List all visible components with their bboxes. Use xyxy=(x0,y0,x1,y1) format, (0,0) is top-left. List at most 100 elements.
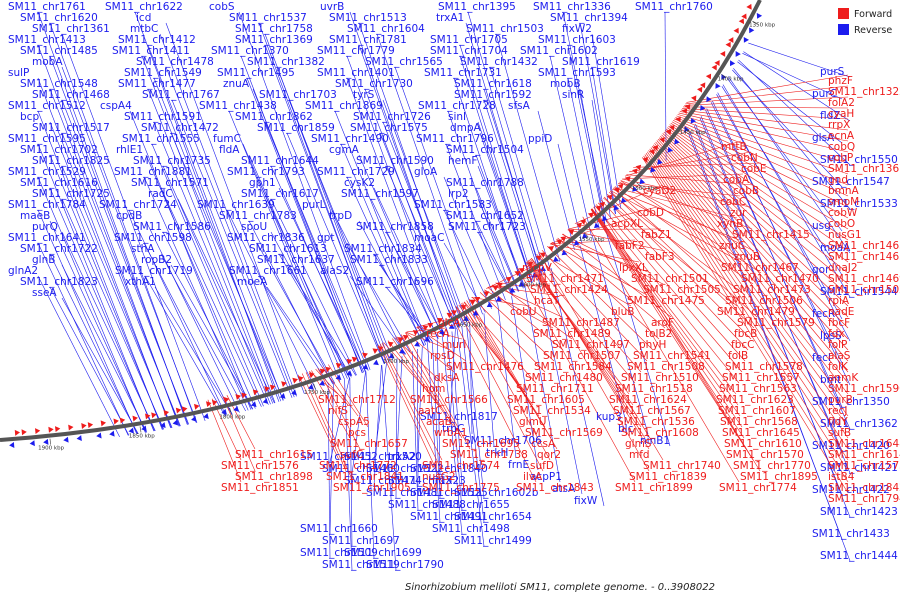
forward-connector xyxy=(526,261,634,406)
feature-arrow xyxy=(160,422,166,428)
feature-arrow xyxy=(269,384,276,391)
tick-mark xyxy=(526,277,531,283)
reverse-connector xyxy=(721,86,843,276)
reverse-gene-label: SM11_chr1401 xyxy=(317,67,395,79)
forward-gene-label: hcaT xyxy=(534,295,560,307)
reverse-gene-label: SM11_chr1382 xyxy=(247,56,325,68)
feature-arrow xyxy=(568,229,575,236)
forward-gene-label: SM11_chr1770 xyxy=(733,460,811,472)
reverse-gene-label: SM11_chr1726 xyxy=(353,111,431,123)
reverse-gene-label: SM11_chr1504 xyxy=(446,144,524,156)
forward-gene-label: dksA xyxy=(434,372,460,384)
reverse-connector xyxy=(286,132,385,365)
feature-arrow xyxy=(297,376,304,382)
reverse-connector xyxy=(288,99,394,361)
reverse-gene-label: glsA xyxy=(812,132,835,144)
forward-gene-label: SM11_chr1895 xyxy=(740,471,818,483)
reverse-connector xyxy=(177,198,275,404)
forward-connector xyxy=(667,127,849,263)
reverse-gene-label: SM11_chr1591 xyxy=(124,111,202,123)
forward-gene-label: acpXL xyxy=(611,218,643,230)
forward-connector xyxy=(531,258,650,450)
forward-gene-label: SM11_chr1578 xyxy=(725,361,803,373)
forward-gene-label: SM11_chr1569 xyxy=(525,427,603,439)
reverse-connector xyxy=(489,66,551,270)
reverse-connector xyxy=(37,242,129,436)
forward-gene-label: SM11_chr1596 xyxy=(828,383,900,395)
reverse-gene-label: SM11_chr1361 xyxy=(32,23,110,35)
reverse-gene-label: SM11_chr1881 xyxy=(114,166,192,178)
feature-arrow xyxy=(725,41,731,48)
reverse-connector xyxy=(162,165,269,405)
forward-connector xyxy=(686,74,849,103)
forward-connector xyxy=(582,216,740,483)
reverse-gene-label: SM11_chr1423 xyxy=(820,506,898,518)
feature-arrow xyxy=(587,212,594,219)
forward-gene-label: cobC xyxy=(720,196,746,208)
forward-connector xyxy=(613,187,758,318)
reverse-connector xyxy=(358,220,425,346)
reverse-connector xyxy=(477,121,533,283)
reverse-gene-label: SM11_chr1544 xyxy=(820,286,898,298)
reverse-gene-label: SM11_chr1729 xyxy=(317,166,395,178)
reverse-gene-label: SM11_chr1512 xyxy=(8,100,86,112)
reverse-connector xyxy=(385,231,444,337)
reverse-gene-label: SM11_chr1788 xyxy=(446,177,524,189)
reverse-connector xyxy=(477,165,525,288)
forward-connector xyxy=(379,343,443,472)
forward-connector xyxy=(664,130,849,285)
reverse-gene-label: SM11_chr1767 xyxy=(142,89,220,101)
feature-arrow xyxy=(402,334,409,341)
forward-gene-label: SM11_chr1711 xyxy=(516,383,594,395)
forward-connector xyxy=(660,136,849,329)
reverse-gene-label: SM11_chr1468 xyxy=(32,89,110,101)
reverse-connector xyxy=(286,264,357,376)
reverse-connector xyxy=(579,22,616,215)
reverse-gene-label: SM11_chr1725 xyxy=(32,188,110,200)
feature-arrow xyxy=(483,291,490,297)
forward-connector xyxy=(610,190,755,329)
feature-arrow xyxy=(113,418,119,425)
forward-gene-label: cobN xyxy=(731,152,758,164)
forward-connector xyxy=(671,121,849,219)
forward-connector xyxy=(672,120,849,208)
forward-gene-label: cspA5 xyxy=(338,416,370,428)
feature-arrow xyxy=(351,356,358,363)
tick-label: 1700 kbp xyxy=(383,359,409,365)
reverse-connector xyxy=(145,154,256,409)
forward-gene-label: folP xyxy=(828,339,847,351)
reverse-gene-label: SM11_chr1730 xyxy=(335,78,413,90)
forward-gene-label: SM11_chr1415 xyxy=(732,229,810,241)
reverse-gene-label: SM11_chr1592 xyxy=(454,89,532,101)
reverse-connector xyxy=(334,110,429,345)
forward-gene-label: SM11_chr1645 xyxy=(722,427,800,439)
forward-gene-label: SM11_chr1463 xyxy=(828,240,900,252)
feature-arrow xyxy=(181,406,188,413)
reverse-gene-label: SM11_chr1477 xyxy=(118,78,196,90)
forward-connector xyxy=(648,150,849,439)
reverse-gene-label: SM11_chr1433 xyxy=(812,528,890,540)
forward-connector xyxy=(378,344,443,483)
tick-mark xyxy=(683,127,689,132)
forward-gene-label: SM11_chr1563 xyxy=(719,383,797,395)
reverse-connector xyxy=(370,198,439,339)
forward-gene-label: bmnA xyxy=(828,185,860,197)
feature-arrow xyxy=(48,426,54,433)
reverse-connector xyxy=(381,364,397,571)
reverse-connector xyxy=(346,55,449,334)
forward-gene-label: SM11_chr1841 xyxy=(326,471,404,483)
reverse-gene-label: SM11_chr1817 xyxy=(420,411,498,423)
reverse-gene-label: SM11_chr1432 xyxy=(460,56,538,68)
forward-connector xyxy=(547,245,654,351)
feature-arrow xyxy=(446,312,453,319)
forward-connector xyxy=(670,122,849,230)
forward-gene-label: murI xyxy=(442,339,466,351)
reverse-gene-label: ninB1 xyxy=(640,435,670,447)
reverse-connector xyxy=(711,100,851,386)
tick-mark xyxy=(463,316,468,323)
reverse-gene-label: SM11_chr1549 xyxy=(124,67,202,79)
reverse-connector xyxy=(144,275,226,417)
reverse-gene-label: SM11_chr1485 xyxy=(20,45,98,57)
reverse-gene-label: SM11_chr1618 xyxy=(454,78,532,90)
feature-arrow xyxy=(580,219,586,225)
